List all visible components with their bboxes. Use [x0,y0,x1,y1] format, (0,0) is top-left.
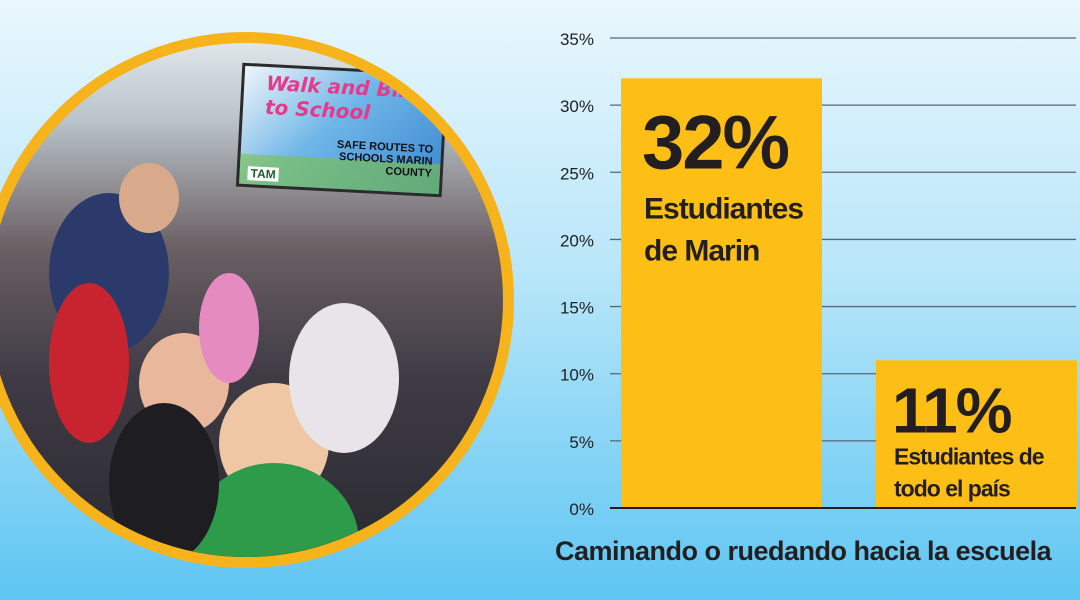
bar-category-label: Estudiantes [644,192,803,225]
y-tick-label: 25% [560,164,594,183]
person-shape [119,163,179,233]
y-tick-label: 0% [569,500,594,519]
person-shape [199,273,259,383]
bar-category-label: Estudiantes de [894,443,1044,469]
bar [876,360,1077,508]
x-axis-title: Caminando o ruedando hacia la escuela [555,536,1052,566]
y-tick-label: 30% [560,97,594,116]
y-tick-label: 5% [569,433,594,452]
bar-category-label: de Marin [644,234,759,267]
y-tick-label: 10% [560,366,594,385]
y-tick-label: 15% [560,299,594,318]
bar-value-label: 11% [892,374,1012,446]
students-photo: Walk and Bike to School SAFE ROUTES TO S… [0,32,514,568]
person-shape [289,303,399,453]
bar-category-label: todo el país [894,475,1010,501]
person-shape [109,403,219,557]
bar [621,78,822,509]
y-tick-label: 35% [560,30,594,49]
person-shape [49,283,129,443]
bar-value-label: 32% [642,100,789,185]
y-tick-label: 20% [560,231,594,250]
